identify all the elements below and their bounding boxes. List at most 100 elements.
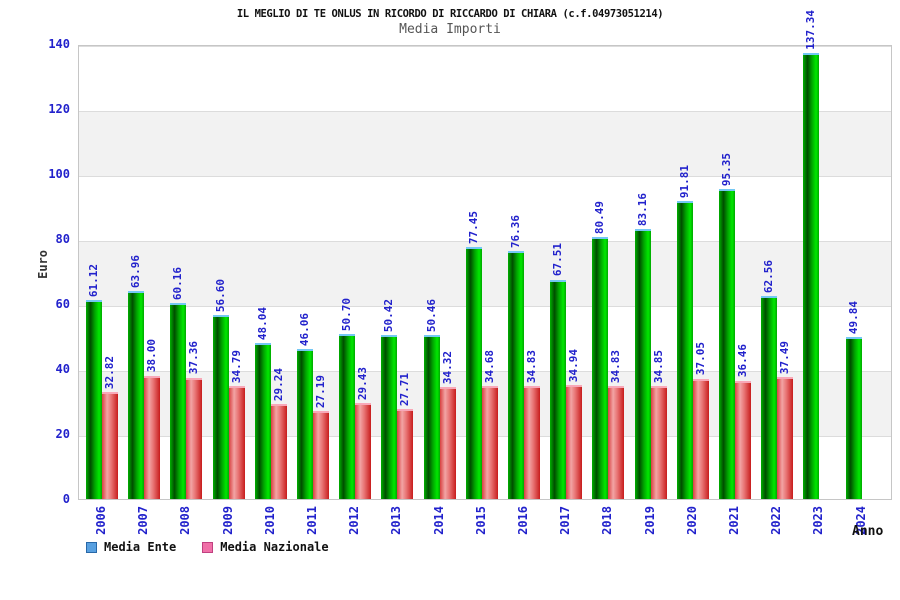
x-tick-2009: 2009 xyxy=(220,506,235,535)
bar-value-label: 95.35 xyxy=(720,153,733,187)
bar-value-label: 67.51 xyxy=(551,243,565,277)
y-tick-140: 140 xyxy=(48,37,70,51)
x-tick-2006: 2006 xyxy=(94,506,108,535)
x-tick-2015: 2015 xyxy=(473,506,488,535)
y-tick-60: 60 xyxy=(55,297,70,311)
bar-value-label: 60.16 xyxy=(171,267,185,301)
bar-media-nazionale-2018 xyxy=(608,385,625,499)
x-tick-2010: 2010 xyxy=(262,506,277,535)
x-tick-2011: 2011 xyxy=(305,506,319,535)
bar-media-nazionale-2010 xyxy=(270,403,287,499)
bar-value-label: 49.84 xyxy=(846,300,860,335)
bar-value-label: 34.68 xyxy=(482,350,496,384)
bar-value-label: 48.04 xyxy=(255,306,269,340)
bar-value-label: 34.32 xyxy=(440,351,454,385)
bar-value-label: 63.96 xyxy=(129,255,143,289)
bar-media-nazionale-2020 xyxy=(692,378,709,499)
bar-media-ente-2020 xyxy=(676,200,693,499)
bar-value-label: 34.85 xyxy=(651,349,665,383)
bar-media-ente-2012 xyxy=(339,334,356,499)
chart-title: IL MEGLIO DI TE ONLUS IN RICORDO DI RICC… xyxy=(236,8,664,20)
bar-value-label: 29.24 xyxy=(271,367,285,401)
chart-subtitle: Media Importi xyxy=(399,22,501,37)
bar-value-label: 62.56 xyxy=(762,259,776,293)
bar-media-ente-2008 xyxy=(170,303,187,499)
bar-value-label: 29.43 xyxy=(356,367,370,401)
bar-media-nazionale-2012 xyxy=(355,403,372,499)
bar-value-label: 83.16 xyxy=(635,192,649,226)
y-tick-80: 80 xyxy=(55,232,70,246)
y-tick-120: 120 xyxy=(48,102,70,116)
bar-media-nazionale-2017 xyxy=(566,385,583,499)
bar-value-label: 37.49 xyxy=(778,341,792,375)
x-tick-2023: 2023 xyxy=(811,506,826,535)
bar-media-ente-2019 xyxy=(634,228,651,499)
bar-value-label: 27.71 xyxy=(398,372,412,406)
x-tick-2021: 2021 xyxy=(727,506,741,535)
bar-media-nazionale-2007 xyxy=(144,375,161,499)
bar-value-label: 50.70 xyxy=(340,298,354,332)
bar-media-nazionale-2021 xyxy=(735,380,751,499)
x-tick-2012: 2012 xyxy=(347,506,362,535)
bar-value-label: 34.94 xyxy=(567,349,581,383)
bar-value-label: 46.06 xyxy=(298,313,311,347)
bar-media-ente-2007 xyxy=(128,291,145,499)
bar-media-ente-2016 xyxy=(508,250,524,499)
x-tick-2017: 2017 xyxy=(558,506,573,535)
y-tick-0: 0 xyxy=(62,492,70,506)
bar-media-ente-2011 xyxy=(297,349,313,499)
bar-media-ente-2010 xyxy=(254,342,271,499)
x-tick-2013: 2013 xyxy=(389,506,404,535)
x-tick-2019: 2019 xyxy=(642,506,657,535)
bar-value-label: 76.36 xyxy=(509,214,522,248)
bar-media-nazionale-2006 xyxy=(102,392,118,499)
bar-value-label: 56.60 xyxy=(213,278,227,313)
bar-media-ente-2014 xyxy=(423,335,440,499)
x-tick-2018: 2018 xyxy=(600,506,615,535)
x-axis-label: Anno xyxy=(852,524,884,539)
bar-media-ente-2021 xyxy=(719,189,735,499)
bar-media-ente-2009 xyxy=(212,315,229,499)
x-tick-2020: 2020 xyxy=(684,506,699,535)
y-tick-20: 20 xyxy=(55,427,70,441)
bar-media-nazionale-2022 xyxy=(777,377,794,499)
bar-media-nazionale-2011 xyxy=(313,410,329,499)
y-tick-100: 100 xyxy=(48,167,70,181)
bar-value-label: 36.46 xyxy=(736,344,749,378)
bar-media-nazionale-2013 xyxy=(397,408,414,499)
bar-value-label: 61.12 xyxy=(87,264,100,298)
y-axis-label: Euro xyxy=(36,250,50,279)
bar-value-label: 27.19 xyxy=(314,374,327,408)
legend: Media Ente Media Nazionale xyxy=(86,540,355,554)
bar-media-ente-2006 xyxy=(86,300,102,499)
bar-value-label: 34.83 xyxy=(525,349,538,383)
bar-value-label: 37.36 xyxy=(187,341,201,375)
x-tick-2016: 2016 xyxy=(516,506,530,535)
x-tick-2022: 2022 xyxy=(769,506,784,535)
bar-media-ente-2015 xyxy=(465,247,482,499)
y-tick-40: 40 xyxy=(55,362,70,376)
bar-media-nazionale-2014 xyxy=(439,387,456,499)
bar-media-ente-2022 xyxy=(761,295,778,499)
bar-media-ente-2017 xyxy=(550,279,567,499)
bar-media-nazionale-2015 xyxy=(481,386,498,499)
x-tick-2008: 2008 xyxy=(178,506,193,535)
bar-value-label: 77.45 xyxy=(466,211,480,245)
legend-swatch-media-ente xyxy=(86,541,97,553)
bar-media-nazionale-2009 xyxy=(228,385,245,499)
plot-area: 61.12 32.82 63.96 38.00 60.16 37.36 56.60 34.79… xyxy=(78,10,892,500)
bar-media-ente-2018 xyxy=(592,237,609,499)
bar-value-label: 137.34 xyxy=(804,9,818,50)
bar-value-label: 91.81 xyxy=(677,164,691,198)
bar-media-nazionale-2016 xyxy=(524,385,540,499)
bar-value-label: 32.82 xyxy=(103,356,116,390)
x-tick-2014: 2014 xyxy=(431,506,446,535)
bar-value-label: 34.79 xyxy=(229,349,243,383)
bar-value-label: 34.83 xyxy=(609,349,623,383)
bar-value-label: 80.49 xyxy=(593,201,607,235)
legend-label-media-ente: Media Ente xyxy=(104,540,177,554)
legend-label-media-nazionale: Media Nazionale xyxy=(220,540,329,554)
bar-value-label: 50.42 xyxy=(382,299,396,333)
x-tick-2007: 2007 xyxy=(136,506,151,535)
